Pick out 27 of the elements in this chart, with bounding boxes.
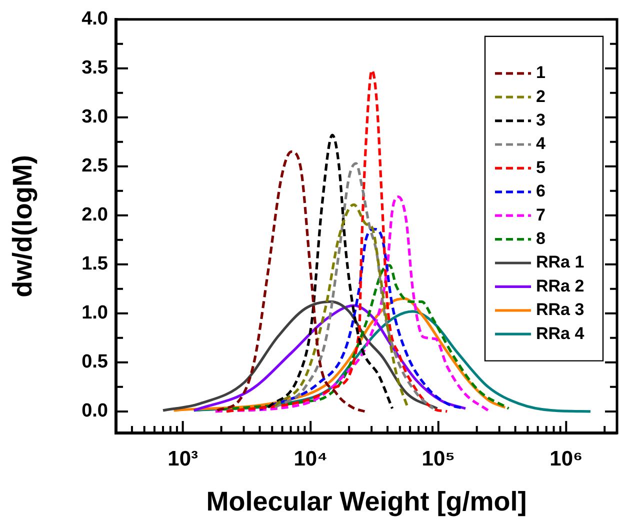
y-tick-label: 3.0 [82, 106, 108, 128]
y-tick-label: 2.0 [82, 204, 108, 226]
y-tick-label: 1.5 [82, 254, 108, 275]
legend-label: 8 [536, 228, 546, 248]
x-tick-label: 10⁶ [550, 447, 583, 470]
y-tick-label: 1.0 [82, 302, 108, 324]
legend-label: RRa 4 [536, 324, 585, 343]
y-axis-title: dw/d(logM) [8, 154, 38, 298]
y-tick-label: 0.0 [82, 400, 108, 422]
legend-label: RRa 3 [536, 300, 584, 320]
legend-label: RRa 1 [536, 252, 584, 272]
y-tick-label: 4.0 [82, 8, 108, 30]
y-tick-label: 0.5 [82, 352, 108, 373]
legend-label: 5 [536, 158, 546, 177]
legend-label: 3 [536, 110, 546, 130]
legend-label: 1 [536, 63, 546, 82]
x-tick-label: 10⁴ [294, 447, 328, 470]
x-tick-label: 10⁵ [422, 447, 455, 470]
legend-label: 4 [536, 134, 546, 154]
y-tick-label: 3.5 [82, 58, 108, 79]
x-tick-label: 10³ [168, 447, 198, 470]
legend-label: 6 [536, 182, 546, 201]
legend-label: RRa 2 [536, 276, 584, 296]
x-axis-title: Molecular Weight [g/mol] [206, 486, 527, 516]
legend-label: 7 [536, 205, 546, 224]
y-tick-label: 2.5 [82, 156, 108, 177]
legend-label: 2 [536, 86, 546, 106]
